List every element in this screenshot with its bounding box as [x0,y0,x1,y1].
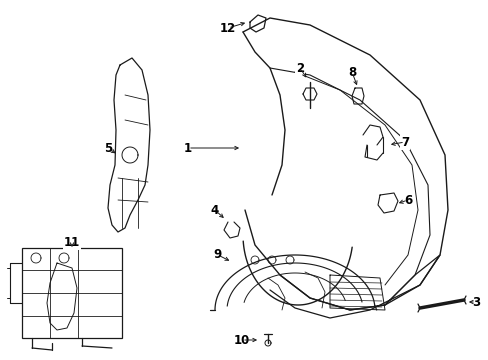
Text: 2: 2 [295,62,304,75]
Text: 8: 8 [347,66,355,78]
Text: 10: 10 [233,333,250,346]
Text: 9: 9 [213,248,222,261]
Bar [22,248,122,338]
Text: 3: 3 [471,296,479,309]
Text: 12: 12 [220,22,236,35]
Text: 6: 6 [403,194,411,207]
Text: 4: 4 [210,203,219,216]
Text: 7: 7 [400,135,408,149]
Text: 11: 11 [64,235,80,248]
Text: 5: 5 [103,141,112,154]
Text: 1: 1 [183,141,192,154]
